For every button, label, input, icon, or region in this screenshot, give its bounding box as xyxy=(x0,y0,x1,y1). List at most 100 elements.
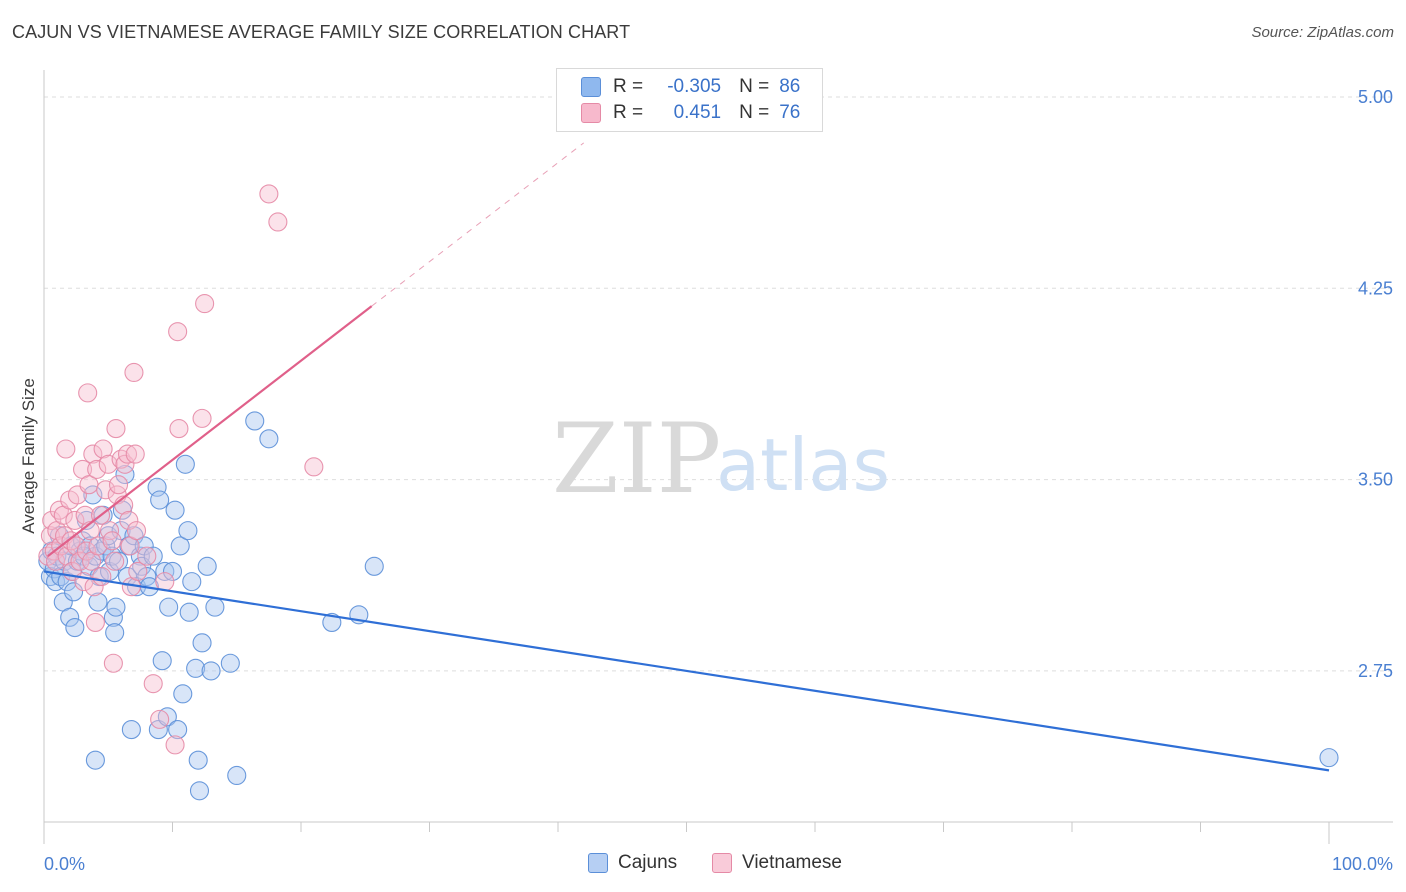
cajun-point xyxy=(186,658,206,678)
cajun-point xyxy=(162,561,183,581)
vietnamese-point xyxy=(66,536,86,556)
cajun-point xyxy=(65,617,85,638)
vietnamese-point xyxy=(61,531,81,551)
cajun-point xyxy=(201,661,221,681)
vietnamese-point xyxy=(84,577,104,597)
vietnamese-point xyxy=(78,383,98,403)
y-tick-labels: 2.75 3.50 4.25 5.00 xyxy=(1358,87,1393,681)
cajuns-legend-swatch xyxy=(588,853,608,873)
cajun-point xyxy=(38,551,58,571)
vietnamese-point xyxy=(304,457,324,477)
cajun-point xyxy=(1319,748,1339,768)
axes xyxy=(43,70,1393,844)
cajun-point xyxy=(64,582,84,602)
vietnamese-point xyxy=(128,561,148,581)
vietnamese-point xyxy=(98,454,118,474)
vietnamese-point xyxy=(56,439,76,459)
vietnamese-point xyxy=(70,551,90,571)
cajun-point xyxy=(205,597,225,617)
x-tick-label-max: 100.0% xyxy=(1332,854,1393,874)
cajun-point xyxy=(152,651,172,671)
cajun-point xyxy=(182,572,202,592)
vietnamese-point xyxy=(40,526,60,546)
legend-r-label: R = xyxy=(613,102,644,123)
legend-r-label: R = xyxy=(613,76,644,97)
cajun-point xyxy=(150,490,170,510)
cajun-point xyxy=(121,720,141,740)
correlation-legend: R = -0.305 N = 86 R = 0.451 N = 76 xyxy=(556,68,823,132)
legend-n-value: 76 xyxy=(779,102,801,123)
vietnamese-point xyxy=(102,531,122,551)
cajun-point xyxy=(175,454,195,474)
trend-lines xyxy=(43,142,1330,772)
vietnamese-point xyxy=(75,505,95,525)
vietnamese-point xyxy=(88,536,108,556)
cajun-point xyxy=(51,566,71,587)
cajun-point xyxy=(245,411,265,431)
cajun-point xyxy=(115,464,135,485)
legend-label-cajuns: Cajuns xyxy=(618,852,678,873)
vietnamese-point xyxy=(42,510,62,530)
vietnamese-point xyxy=(124,362,144,383)
cajun-point xyxy=(220,653,240,673)
vietnamese-point xyxy=(111,449,131,469)
x-tick-label-min: 0.0% xyxy=(44,854,85,874)
vietnamese-swatch xyxy=(581,103,601,123)
cajun-point xyxy=(173,684,193,704)
legend-row-vietnamese: R = 0.451 N = 76 xyxy=(581,101,800,125)
vietnamese-point xyxy=(103,653,123,673)
legend-item-vietnamese[interactable]: Vietnamese xyxy=(712,852,842,874)
vietnamese-point xyxy=(105,551,125,571)
vietnamese-point xyxy=(268,212,288,232)
series-vietnamese-points xyxy=(38,184,324,755)
watermark-atlas: atlas xyxy=(716,423,890,507)
legend-r-value: 0.451 xyxy=(673,102,722,123)
cajun-point xyxy=(88,592,108,612)
legend-row-cajuns: R = -0.305 N = 86 xyxy=(581,75,800,99)
cajun-point xyxy=(105,623,125,643)
cajun-point xyxy=(178,521,198,541)
cajun-point xyxy=(192,633,212,653)
cajun-point xyxy=(189,781,210,801)
cajun-point xyxy=(259,429,279,449)
cajun-point xyxy=(124,526,144,546)
vietnamese-point xyxy=(65,510,85,530)
vietnamese-point xyxy=(117,444,138,464)
legend-item-cajuns[interactable]: Cajuns xyxy=(588,852,677,874)
vietnamese-point xyxy=(155,572,175,592)
vietnamese-point xyxy=(126,521,147,541)
vietnamese-legend-swatch xyxy=(712,853,732,873)
vietnamese-point xyxy=(150,709,170,729)
legend-n-label: N = xyxy=(739,102,770,123)
vietnamese-point xyxy=(76,541,96,561)
cajun-point xyxy=(159,597,179,617)
cajun-point xyxy=(227,765,247,786)
cajun-point xyxy=(155,561,175,581)
vietnamese-point xyxy=(83,444,103,464)
cajun-point xyxy=(322,612,342,632)
vietnamese-point xyxy=(93,439,113,459)
cajun-point xyxy=(102,546,122,566)
chart-title: CAJUN VS VIETNAMESE AVERAGE FAMILY SIZE … xyxy=(12,22,631,42)
y-axis-label: Average Family Size xyxy=(19,378,38,534)
cajun-point xyxy=(197,556,217,576)
vietnamese-trend-line xyxy=(47,305,373,557)
vietnamese-point xyxy=(87,459,107,479)
vietnamese-point xyxy=(106,419,126,439)
legend-n-value: 86 xyxy=(779,76,801,97)
cajun-point xyxy=(60,607,80,627)
legend-n-label: N = xyxy=(739,76,770,97)
vietnamese-point xyxy=(195,294,215,314)
cajun-point xyxy=(170,536,190,556)
vietnamese-point xyxy=(85,612,105,632)
cajun-point xyxy=(80,536,100,556)
cajun-point xyxy=(83,485,103,505)
vietnamese-point xyxy=(96,480,116,500)
cajun-point xyxy=(143,546,163,566)
cajun-point xyxy=(57,572,77,592)
cajun-point xyxy=(157,707,177,727)
gridlines xyxy=(44,96,1393,672)
legend-label-vietnamese: Vietnamese xyxy=(742,852,842,873)
vietnamese-point xyxy=(125,444,145,464)
